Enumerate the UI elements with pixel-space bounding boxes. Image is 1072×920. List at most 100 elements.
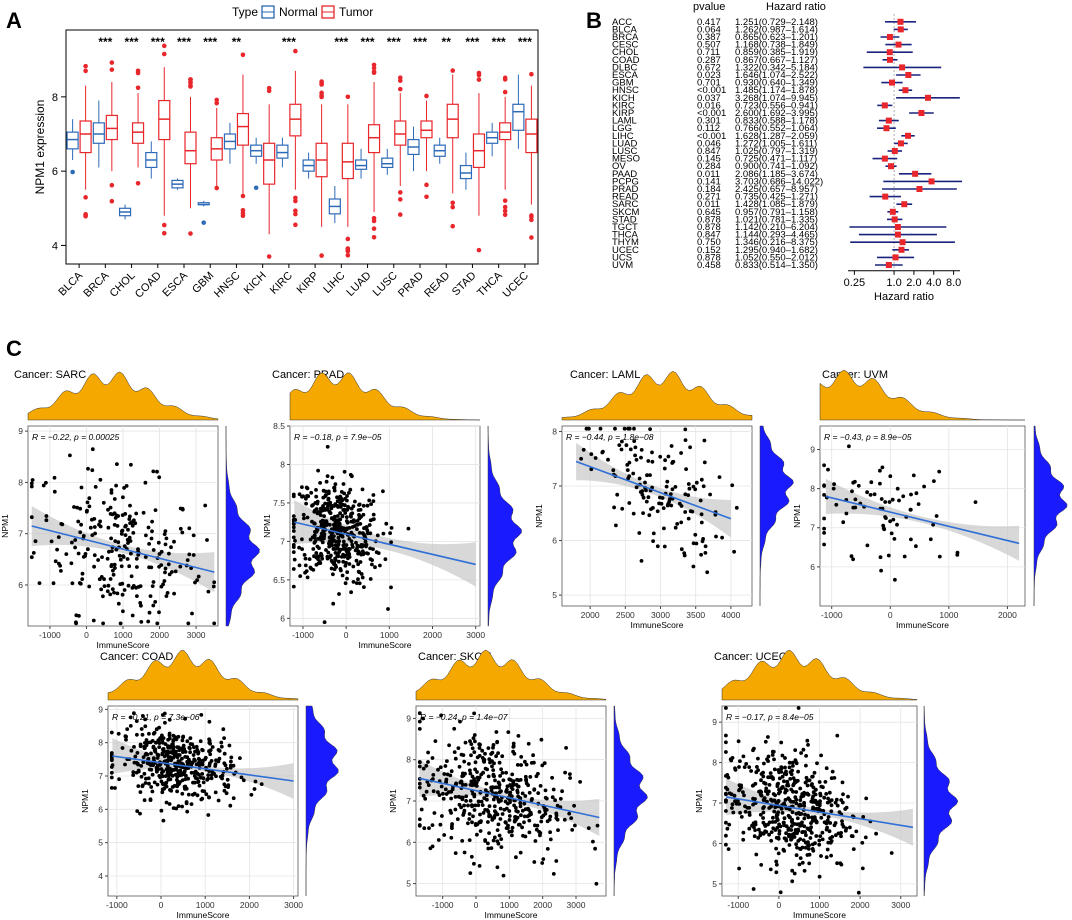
box-body [381, 157, 394, 169]
outlier-point [135, 85, 141, 91]
data-point [163, 529, 168, 533]
data-point [183, 750, 188, 754]
data-point [791, 764, 795, 768]
data-point [494, 785, 499, 790]
forest-hr-text: 2.425(0.657–8.957) [735, 184, 818, 195]
data-point [417, 823, 422, 827]
data-point [216, 748, 221, 752]
data-point [325, 507, 330, 512]
data-point [849, 554, 854, 559]
data-point [175, 774, 180, 779]
data-point [129, 462, 133, 467]
data-point [777, 832, 782, 836]
data-point [143, 745, 147, 750]
data-point [878, 555, 883, 560]
scatter-points [29, 447, 217, 626]
data-point [732, 549, 736, 554]
data-point [472, 733, 477, 737]
data-point [747, 826, 752, 831]
data-point [349, 514, 353, 519]
data-point [452, 726, 457, 731]
data-point [665, 479, 670, 484]
data-point [462, 759, 467, 764]
scatter-title: Cancer: SARC [14, 369, 86, 381]
data-point [510, 772, 515, 777]
data-point [361, 512, 366, 517]
data-point [426, 783, 431, 787]
data-point [130, 586, 135, 590]
data-point [804, 840, 808, 845]
data-point [49, 539, 54, 544]
data-point [498, 774, 502, 778]
data-point [447, 743, 451, 748]
data-point [529, 798, 534, 803]
data-point [524, 762, 529, 767]
data-point [360, 487, 365, 492]
data-point [793, 759, 798, 764]
data-point [780, 811, 785, 815]
data-point [473, 760, 478, 765]
ytick-label: 8.5 [273, 421, 285, 431]
data-point [481, 758, 486, 763]
data-point [841, 792, 845, 797]
significance-mark: *** [413, 35, 427, 49]
data-point [802, 803, 807, 808]
data-point [291, 514, 296, 518]
data-point [739, 815, 744, 819]
data-point [498, 806, 503, 811]
outlier-point [529, 213, 534, 218]
data-point [568, 776, 572, 780]
data-point [540, 763, 545, 768]
data-point [801, 747, 806, 752]
xtick-label: 0 [84, 630, 89, 640]
data-point [319, 537, 323, 542]
data-point [187, 552, 192, 557]
data-point [131, 770, 136, 775]
data-point [430, 823, 435, 827]
data-point [332, 485, 336, 490]
forest-point [891, 216, 898, 223]
significance-mark: *** [465, 35, 479, 49]
forest-cancer-label: LGG [612, 123, 632, 134]
data-point [572, 803, 576, 808]
data-point [766, 735, 770, 739]
data-point [433, 739, 438, 743]
data-point [762, 798, 767, 802]
outlier-point [450, 200, 456, 206]
data-point [127, 517, 132, 521]
data-point [337, 592, 341, 596]
data-point [784, 769, 788, 774]
box-tumor-esca [184, 77, 197, 236]
data-point [776, 851, 781, 856]
data-point [694, 480, 699, 485]
data-point [762, 805, 766, 809]
data-point [633, 445, 638, 450]
data-point [741, 837, 746, 842]
data-point [472, 808, 477, 812]
data-point [468, 768, 472, 773]
data-point [97, 577, 102, 582]
data-point [928, 537, 933, 542]
scatter-xlabel: ImmuneScore [359, 640, 412, 650]
regression-line [575, 460, 732, 520]
data-point [751, 802, 755, 807]
outlier-point [214, 97, 220, 103]
outlier-point [70, 169, 75, 175]
forest-pvalue: 0.847 [697, 230, 721, 241]
data-point [142, 798, 147, 803]
outlier-point [214, 185, 220, 191]
scatter-frame [107, 705, 299, 897]
data-point [316, 468, 320, 473]
outlier-point [161, 230, 167, 236]
data-point [143, 781, 148, 785]
data-point [795, 831, 799, 836]
data-point [765, 792, 770, 796]
data-point [800, 860, 805, 865]
ytick-label: 9 [810, 444, 815, 454]
data-point [699, 520, 704, 525]
forest-point [886, 34, 893, 40]
marginal-x-density [561, 370, 753, 421]
data-point [473, 739, 477, 744]
ytick-label: 9 [98, 704, 103, 714]
data-point [110, 549, 114, 553]
